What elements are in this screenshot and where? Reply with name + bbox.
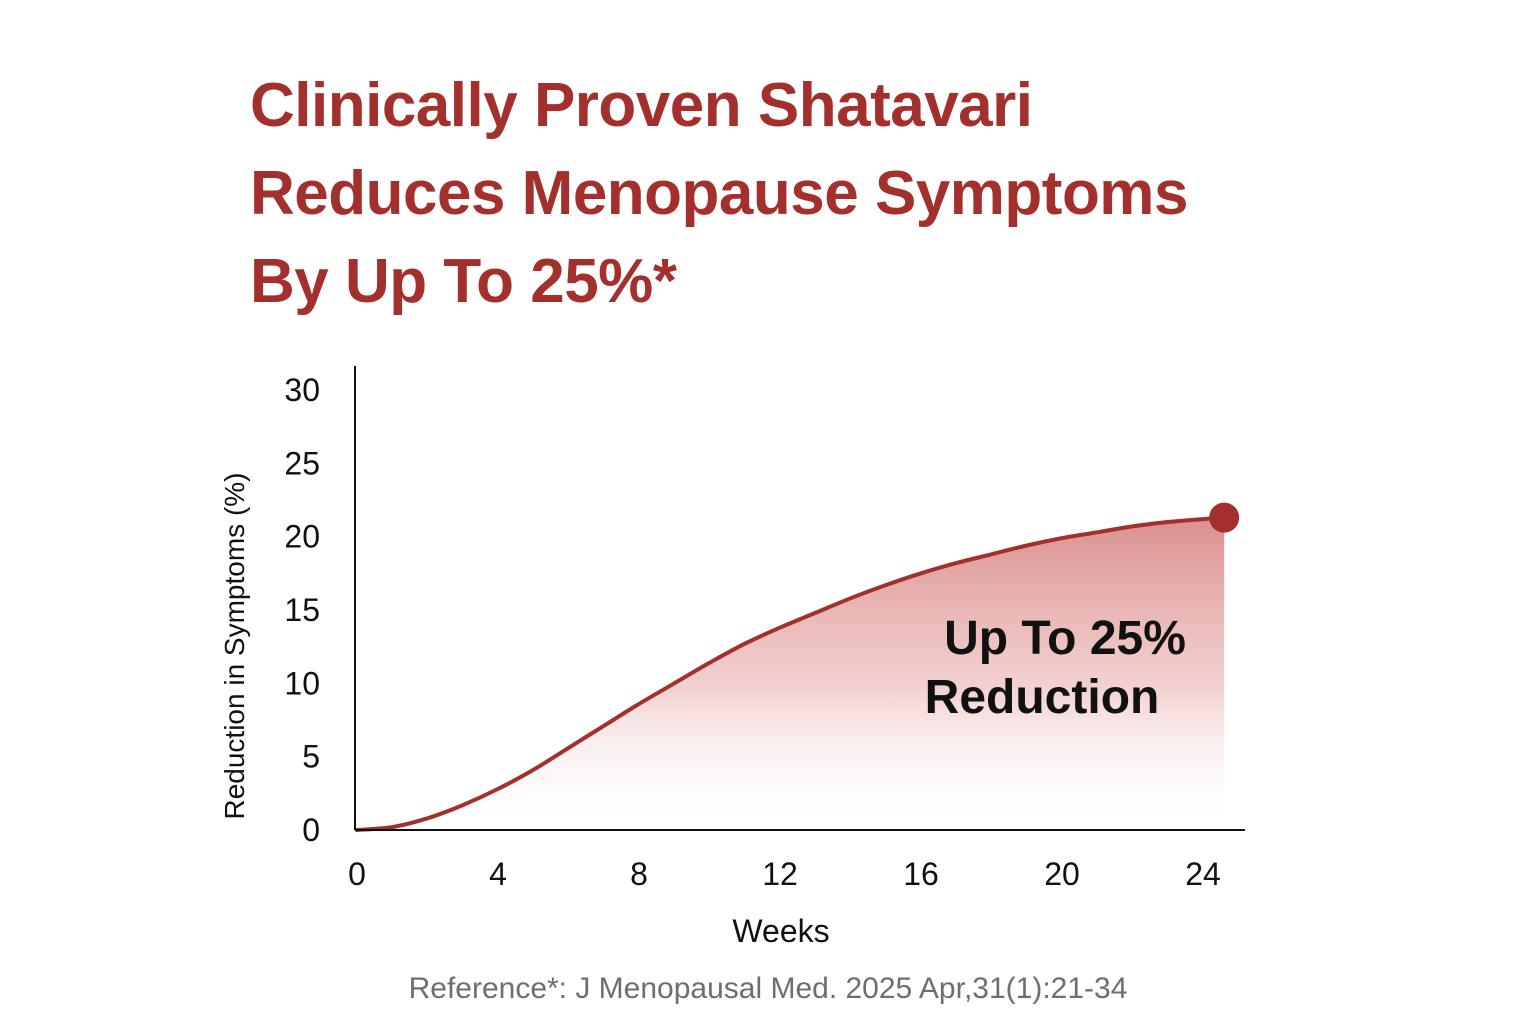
x-tick-label: 20 [1044, 856, 1080, 892]
x-tick-label: 0 [348, 856, 366, 892]
x-tick-label: 12 [762, 856, 798, 892]
y-tick-label: 20 [284, 519, 320, 555]
series-endpoint-marker [1209, 502, 1240, 533]
annotation-line-1: Up To 25% [944, 612, 1186, 665]
y-tick-label: 30 [284, 372, 320, 408]
y-tick-label: 15 [284, 592, 320, 628]
x-tick-label: 16 [903, 856, 939, 892]
annotation-line-2: Reduction [925, 671, 1160, 724]
y-tick-label: 10 [284, 665, 320, 701]
x-axis-label: Weeks [732, 913, 829, 949]
chart-title: Clinically Proven Shatavari Reduces Meno… [250, 62, 1450, 326]
x-tick-label: 8 [630, 856, 648, 892]
series-line [355, 515, 1227, 832]
x-axis-ticks: 0 4 8 12 16 20 24 [348, 856, 1221, 892]
y-tick-label: 5 [302, 739, 320, 775]
reference-citation: Reference*: J Menopausal Med. 2025 Apr,3… [408, 972, 1128, 1005]
chart-title-line-3: By Up To 25%* [250, 247, 677, 316]
series-area-fill [357, 517, 1225, 830]
y-tick-label: 0 [302, 812, 320, 848]
y-tick-label: 25 [284, 445, 320, 481]
chart-title-line-1: Clinically Proven Shatavari [250, 71, 1033, 140]
chart-title-line-2: Reduces Menopause Symptoms [250, 159, 1188, 228]
x-tick-label: 24 [1185, 856, 1221, 892]
x-tick-label: 4 [489, 856, 507, 892]
y-axis-ticks: 0 5 10 15 20 25 30 [284, 372, 320, 848]
y-axis-label: Reduction in Symptoms (%) [219, 472, 250, 819]
